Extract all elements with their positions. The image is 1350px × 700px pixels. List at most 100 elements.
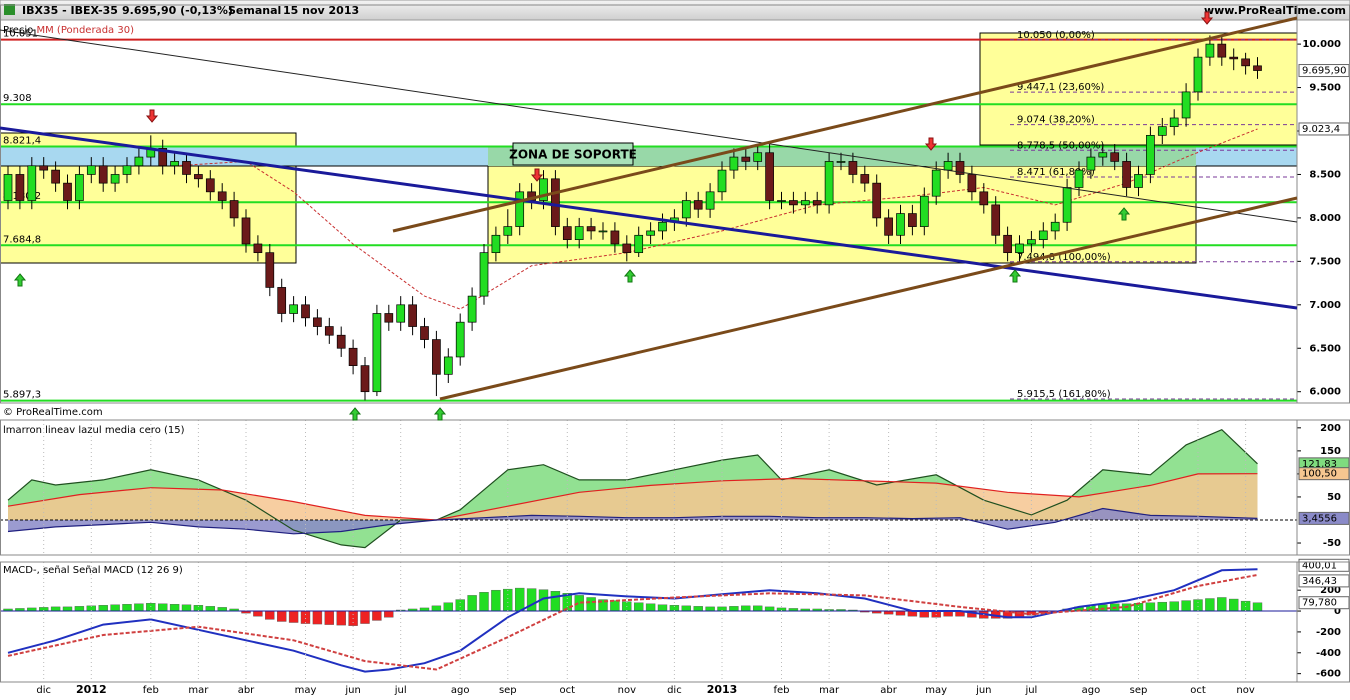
histogram-bar	[1193, 599, 1203, 612]
candle-body	[1027, 239, 1036, 245]
price-title: Precio MM (Ponderada 30)	[3, 25, 134, 36]
histogram-bar	[277, 610, 287, 622]
y-tick-label: 200	[1320, 585, 1341, 596]
candle-body	[1122, 161, 1131, 188]
candle-body	[562, 226, 572, 240]
candle-body	[574, 226, 584, 240]
fib-label: 8.778,5 (50,00%)	[1017, 140, 1104, 151]
candle-body	[610, 230, 620, 245]
candle-body	[967, 174, 977, 193]
histogram-bar	[705, 606, 715, 612]
candle-body	[301, 304, 310, 319]
arrows-down	[145, 11, 1214, 182]
candle-body	[348, 347, 358, 366]
candle-body	[693, 200, 703, 210]
y-tick-label: 6.500	[1309, 343, 1341, 354]
x-tick-label: oct	[1190, 685, 1206, 696]
histogram-bar	[265, 610, 275, 620]
histogram-bar	[50, 606, 61, 612]
candle-body	[539, 178, 548, 201]
value-badge-label: 9.023,4	[1302, 124, 1340, 135]
candle-body	[979, 191, 989, 206]
quote: 9.695,90 (-0,13%)	[122, 4, 233, 17]
candle-body	[943, 161, 953, 171]
candle-body	[384, 313, 394, 323]
y-tick-label: 50	[1327, 492, 1341, 503]
value-badge-label: 100,50	[1302, 469, 1337, 480]
arrow	[145, 109, 159, 123]
candle-body	[205, 178, 215, 193]
histogram-bar	[895, 610, 906, 616]
histogram-bar	[764, 606, 775, 612]
y-tick-label: -50	[1323, 538, 1341, 549]
candle-body	[63, 182, 72, 201]
value-badge-label: 9.695,90	[1302, 66, 1347, 77]
x-tick-label: may	[925, 685, 947, 696]
candle-body	[51, 169, 60, 184]
candle-body	[872, 182, 882, 219]
candle-body	[289, 304, 298, 314]
histogram-bar	[443, 602, 453, 612]
candle-body	[372, 313, 382, 393]
histogram-bar	[693, 606, 703, 612]
candle-body	[443, 356, 453, 375]
candle-body	[1003, 234, 1012, 254]
candle-body	[824, 161, 834, 206]
fib-label: 9.447,1 (23,60%)	[1017, 82, 1104, 93]
candle-body	[86, 165, 96, 175]
histogram-bar	[431, 605, 442, 612]
candle-body	[217, 191, 227, 201]
candle-body	[277, 287, 287, 314]
x-tick-label: mar	[188, 685, 209, 696]
candle-body	[170, 161, 179, 167]
candle-body	[836, 161, 846, 163]
candle-body	[717, 169, 727, 193]
candle-body	[741, 156, 751, 162]
annotation-box	[512, 142, 634, 166]
histogram-bar	[1169, 601, 1179, 612]
candle-body	[110, 174, 120, 184]
trendline	[0, 126, 1298, 310]
candle-body	[313, 317, 322, 327]
header: IBX35 - IBEX-35 9.695,90 (-0,13%) Semana…	[0, 0, 1350, 21]
candle-body	[253, 243, 263, 254]
value-badge-label: 346,43	[1302, 576, 1337, 587]
candle-body	[1205, 43, 1215, 58]
candle-body	[753, 152, 763, 162]
date: 15 nov 2013	[283, 4, 359, 17]
y-tick-label: 7.000	[1309, 300, 1341, 311]
x-tick-label: jun	[344, 685, 360, 696]
candle-body	[991, 204, 1001, 236]
histogram-bar	[657, 604, 668, 612]
oscillator-line	[7, 428, 1258, 549]
y-tick-label: 7.500	[1309, 256, 1341, 267]
candle-body	[360, 365, 370, 393]
oscillator-area	[8, 473, 1258, 520]
level-label: 10.051	[3, 29, 38, 40]
x-tick-label: abr	[880, 685, 897, 696]
candle-body	[467, 295, 477, 323]
candle-body	[75, 174, 84, 201]
candle-body	[1169, 117, 1179, 128]
x-tick-label: nov	[618, 685, 636, 696]
candle-body	[789, 200, 798, 206]
histogram-bar	[1181, 600, 1191, 612]
y-tick-label: -200	[1316, 627, 1341, 638]
candle-body	[955, 161, 965, 175]
level-label: 7.684,8	[3, 234, 41, 245]
candle-body	[551, 178, 560, 227]
x-tick-label: dic	[36, 685, 51, 696]
candle-body	[1110, 152, 1120, 162]
y-tick-label: 6.000	[1309, 387, 1341, 398]
y-tick-label: 0	[1334, 606, 1341, 617]
candle-body	[1050, 221, 1060, 232]
x-tick-label: sep	[499, 685, 517, 696]
histogram-bar	[550, 591, 561, 612]
x-tick-label: dic	[667, 685, 682, 696]
histogram-bar	[634, 602, 644, 612]
value-badge-label: 400,01	[1302, 560, 1337, 571]
oscillator-area	[8, 508, 1258, 534]
x-tick-label: jun	[975, 685, 991, 696]
trendline	[0, 29, 1298, 223]
